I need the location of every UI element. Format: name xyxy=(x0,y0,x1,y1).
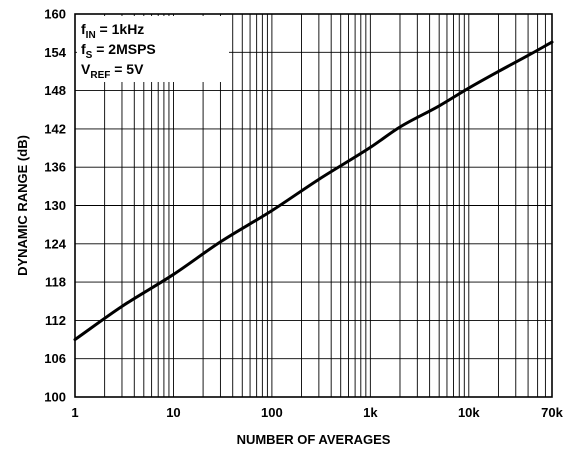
x-tick-label: 10k xyxy=(458,405,480,420)
conditions-box xyxy=(77,16,229,82)
y-axis-tick-labels: 100 106 112 118 124 130 136 142 148 154 160 xyxy=(44,7,66,405)
x-tick-label: 100 xyxy=(261,405,283,420)
y-tick-label: 100 xyxy=(44,390,66,405)
x-tick-label: 10 xyxy=(166,405,180,420)
y-tick-label: 118 xyxy=(45,275,66,290)
y-axis-title: DYNAMIC RANGE (dB) xyxy=(15,135,30,276)
curve-points xyxy=(74,42,553,340)
condition-line: fS = 2MSPS xyxy=(81,41,156,61)
y-tick-label: 106 xyxy=(44,351,66,366)
condition-line: VREF = 5V xyxy=(81,61,144,81)
y-tick-label: 124 xyxy=(44,236,66,251)
y-tick-label: 148 xyxy=(44,83,66,98)
x-axis-title: NUMBER OF AVERAGES xyxy=(237,432,391,447)
plot-frame xyxy=(74,13,553,398)
y-tick-label: 112 xyxy=(45,313,66,328)
condition-line: fIN = 1kHz xyxy=(81,21,144,41)
x-tick-label: 1k xyxy=(363,405,378,420)
x-tick-label: 1 xyxy=(71,405,78,420)
x-tick-label: 70k xyxy=(541,405,563,420)
y-tick-label: 142 xyxy=(44,121,66,136)
x-axis-tick-labels: 1 10 100 1k 10k 70k xyxy=(71,405,563,420)
y-tick-label: 160 xyxy=(44,7,66,22)
y-tick-label: 154 xyxy=(44,45,66,60)
y-tick-label: 130 xyxy=(44,198,66,213)
y-tick-label: 136 xyxy=(44,160,66,175)
